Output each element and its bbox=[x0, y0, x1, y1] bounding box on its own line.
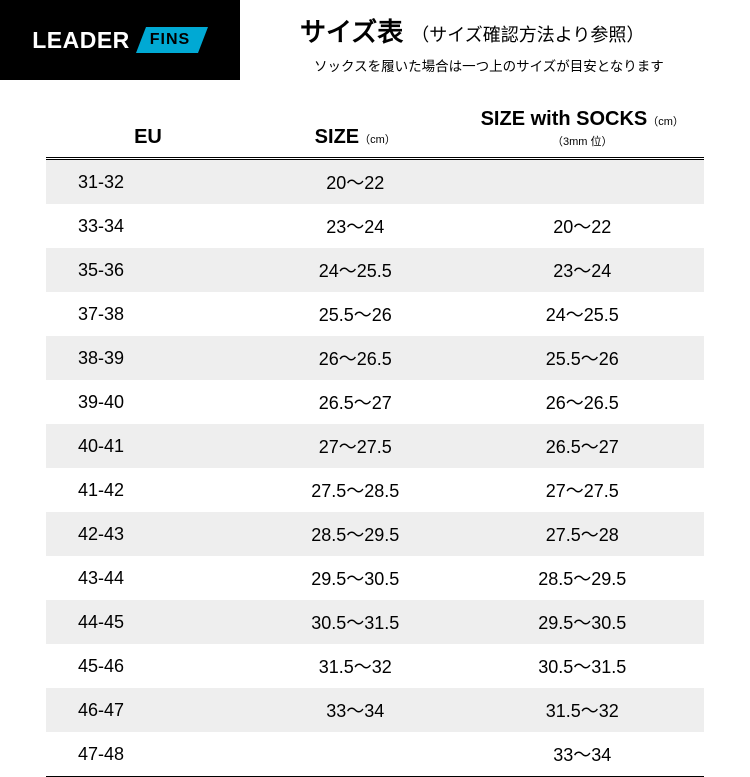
cell-socks: 20～22 bbox=[461, 204, 704, 248]
table-row: 42-4328.5～29.527.5～28 bbox=[46, 512, 704, 556]
table-row: 37-3825.5～2624～25.5 bbox=[46, 292, 704, 336]
table-row: 45-4631.5～3230.5～31.5 bbox=[46, 644, 704, 688]
cell-socks: 26～26.5 bbox=[461, 380, 704, 424]
col-header-socks-unit: （cm） bbox=[647, 116, 684, 128]
header-row: LEADER FINS サイズ表 （サイズ確認方法より参照） ソックスを履いた場… bbox=[0, 0, 750, 80]
cell-eu: 39-40 bbox=[46, 380, 250, 424]
cell-socks: 26.5～27 bbox=[461, 424, 704, 468]
cell-socks: 28.5～29.5 bbox=[461, 556, 704, 600]
cell-size: 26.5～27 bbox=[250, 380, 461, 424]
logo-text-fins: FINS bbox=[150, 31, 190, 49]
cell-eu: 46-47 bbox=[46, 688, 250, 732]
table-row: 39-4026.5～2726～26.5 bbox=[46, 380, 704, 424]
cell-size: 31.5～32 bbox=[250, 644, 461, 688]
cell-eu: 42-43 bbox=[46, 512, 250, 556]
page-title-sub: （サイズ確認方法より参照） bbox=[411, 21, 644, 47]
cell-size: 27～27.5 bbox=[250, 424, 461, 468]
table-row: 35-3624～25.523～24 bbox=[46, 248, 704, 292]
size-table: EU SIZE（cm） SIZE with SOCKS（cm） （3mm 位） … bbox=[46, 98, 704, 777]
cell-size: 27.5～28.5 bbox=[250, 468, 461, 512]
col-header-eu-label: EU bbox=[134, 126, 162, 148]
table-row: 33-3423～2420～22 bbox=[46, 204, 704, 248]
cell-socks: 29.5～30.5 bbox=[461, 600, 704, 644]
table-row: 44-4530.5～31.529.5～30.5 bbox=[46, 600, 704, 644]
cell-eu: 33-34 bbox=[46, 204, 250, 248]
page-subtitle: ソックスを履いた場合は一つ上のサイズが目安となります bbox=[314, 55, 664, 75]
cell-size bbox=[250, 732, 461, 777]
cell-eu: 47-48 bbox=[46, 732, 250, 777]
table-row: 41-4227.5～28.527～27.5 bbox=[46, 468, 704, 512]
cell-size: 29.5～30.5 bbox=[250, 556, 461, 600]
title-block: サイズ表 （サイズ確認方法より参照） ソックスを履いた場合は一つ上のサイズが目安… bbox=[240, 0, 664, 75]
cell-eu: 45-46 bbox=[46, 644, 250, 688]
cell-socks bbox=[461, 159, 704, 205]
cell-eu: 43-44 bbox=[46, 556, 250, 600]
table-row: 46-4733～3431.5～32 bbox=[46, 688, 704, 732]
cell-size: 28.5～29.5 bbox=[250, 512, 461, 556]
cell-socks: 23～24 bbox=[461, 248, 704, 292]
col-header-size: SIZE（cm） bbox=[250, 98, 461, 159]
cell-socks: 24～25.5 bbox=[461, 292, 704, 336]
col-header-socks-label: SIZE with SOCKS bbox=[481, 108, 648, 130]
cell-eu: 40-41 bbox=[46, 424, 250, 468]
cell-socks: 33～34 bbox=[461, 732, 704, 777]
cell-size: 26～26.5 bbox=[250, 336, 461, 380]
cell-size: 23～24 bbox=[250, 204, 461, 248]
cell-eu: 31-32 bbox=[46, 159, 250, 205]
cell-socks: 27.5～28 bbox=[461, 512, 704, 556]
table-row: 43-4429.5～30.528.5～29.5 bbox=[46, 556, 704, 600]
table-row: 38-3926～26.525.5～26 bbox=[46, 336, 704, 380]
cell-size: 33～34 bbox=[250, 688, 461, 732]
col-header-eu: EU bbox=[46, 98, 250, 159]
size-table-wrap: EU SIZE（cm） SIZE with SOCKS（cm） （3mm 位） … bbox=[0, 80, 750, 777]
cell-socks: 31.5～32 bbox=[461, 688, 704, 732]
cell-eu: 37-38 bbox=[46, 292, 250, 336]
page-title: サイズ表 bbox=[300, 12, 403, 49]
cell-size: 25.5～26 bbox=[250, 292, 461, 336]
table-row: 47-48 33～34 bbox=[46, 732, 704, 777]
table-row: 31-3220～22 bbox=[46, 159, 704, 205]
col-header-size-unit: （cm） bbox=[359, 134, 396, 146]
cell-eu: 35-36 bbox=[46, 248, 250, 292]
cell-socks: 25.5～26 bbox=[461, 336, 704, 380]
title-row: サイズ表 （サイズ確認方法より参照） bbox=[300, 12, 664, 49]
cell-eu: 41-42 bbox=[46, 468, 250, 512]
logo-text-leader: LEADER bbox=[32, 27, 130, 54]
cell-socks: 27～27.5 bbox=[461, 468, 704, 512]
logo-block: LEADER FINS bbox=[0, 0, 240, 80]
col-header-size-label: SIZE bbox=[315, 126, 359, 148]
col-header-socks: SIZE with SOCKS（cm） （3mm 位） bbox=[461, 98, 704, 159]
table-body: 31-3220～2233-3423～2420～2235-3624～25.523～… bbox=[46, 159, 704, 777]
logo-badge: FINS bbox=[136, 25, 208, 55]
table-header-row: EU SIZE（cm） SIZE with SOCKS（cm） （3mm 位） bbox=[46, 98, 704, 159]
cell-size: 20～22 bbox=[250, 159, 461, 205]
cell-size: 30.5～31.5 bbox=[250, 600, 461, 644]
col-header-socks-note: （3mm 位） bbox=[465, 133, 700, 149]
cell-size: 24～25.5 bbox=[250, 248, 461, 292]
cell-socks: 30.5～31.5 bbox=[461, 644, 704, 688]
cell-eu: 44-45 bbox=[46, 600, 250, 644]
cell-eu: 38-39 bbox=[46, 336, 250, 380]
table-row: 40-4127～27.526.5～27 bbox=[46, 424, 704, 468]
